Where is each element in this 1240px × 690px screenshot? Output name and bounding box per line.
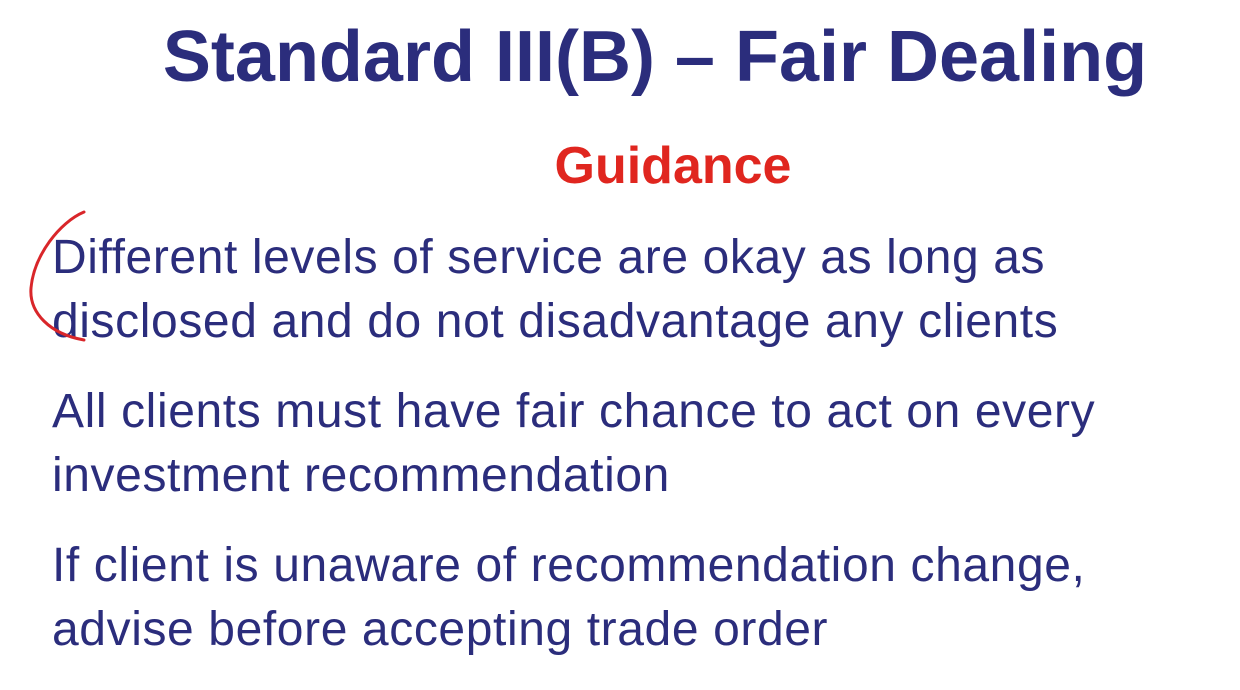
bullet-item-1: Different levels of service are okay as … <box>52 231 1059 348</box>
bullet-item-2: All clients must have fair chance to act… <box>52 385 1096 502</box>
bullet-item-3: If client is unaware of recommendation c… <box>52 539 1086 656</box>
slide-title: Standard III(B) – Fair Dealing <box>162 17 1148 97</box>
slide-subtitle: Guidance <box>554 137 792 195</box>
bullet-list: Different levels of service are okay as … <box>52 226 1232 688</box>
